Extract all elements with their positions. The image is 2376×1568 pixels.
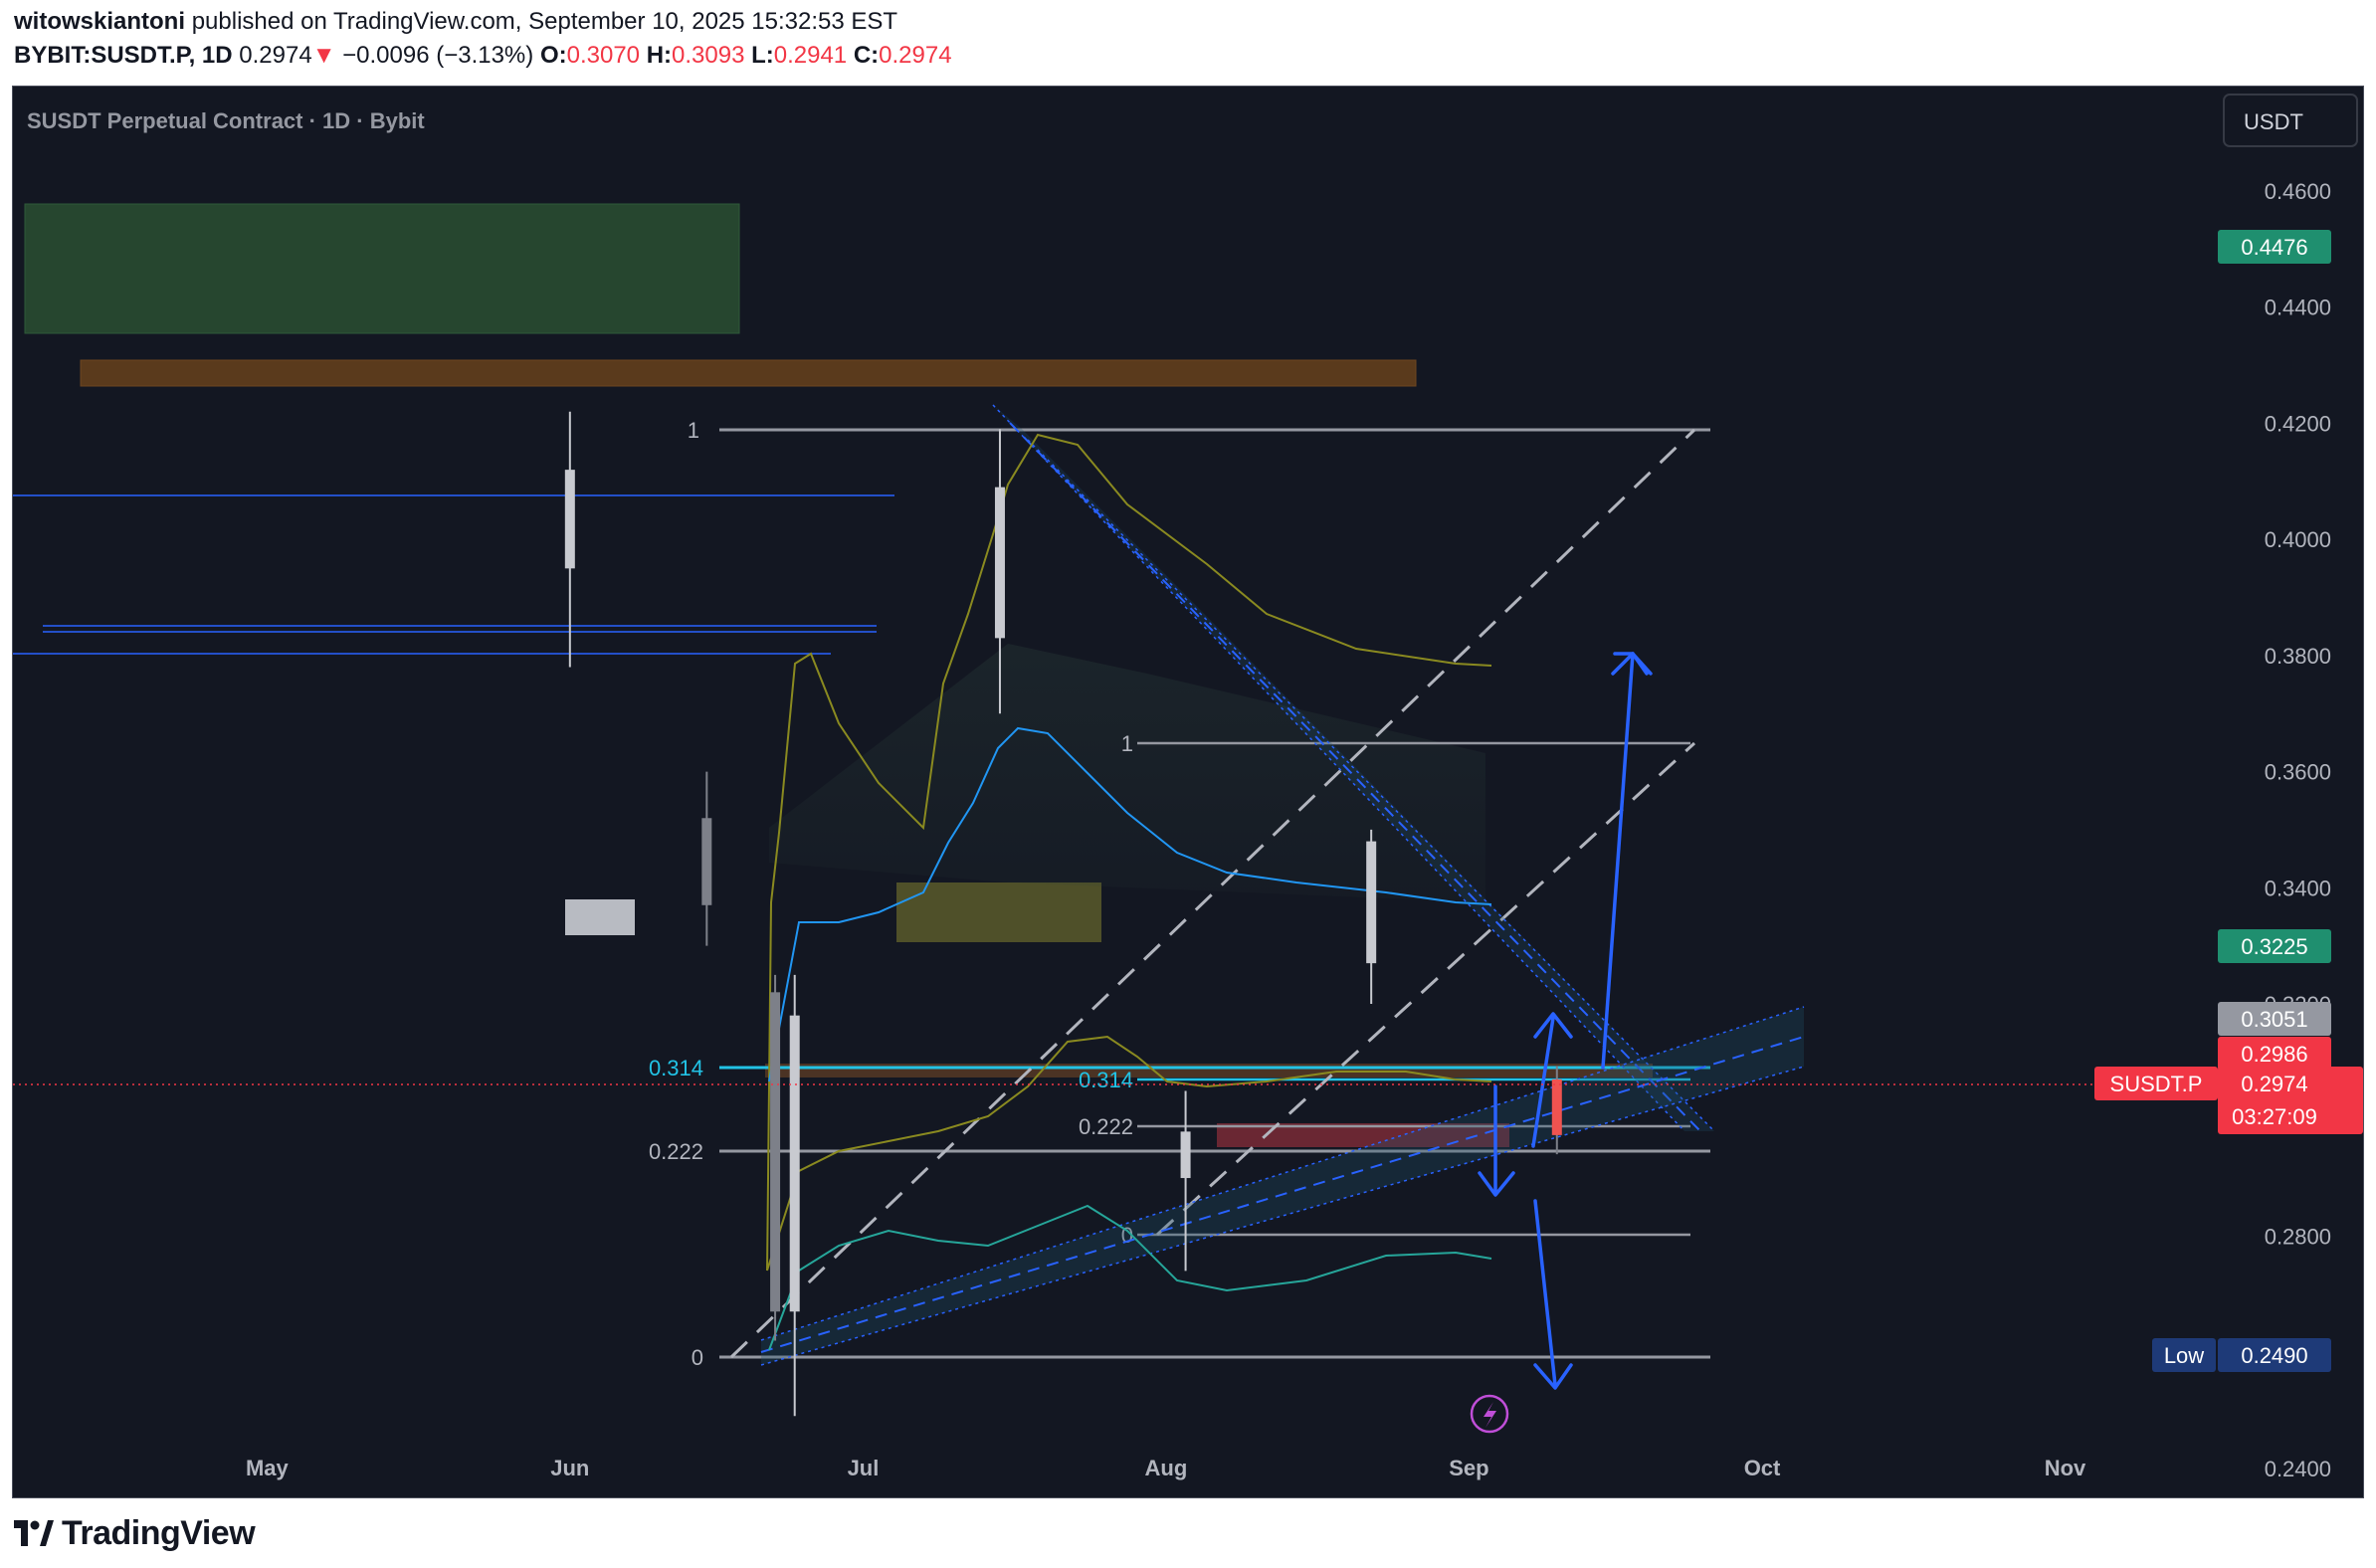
price-badge-top: 0.4476 <box>2218 230 2331 264</box>
candle-body <box>994 487 1005 639</box>
orange-band-low <box>765 1064 1653 1078</box>
y-tick-label: 0.2400 <box>2265 1457 2331 1481</box>
fib-retracement-small[interactable]: 1 0.314 0.222 0 <box>1079 731 1690 1248</box>
low-badge: Low 0.2490 <box>2152 1338 2331 1372</box>
arrow-up-long-head <box>1611 652 1653 676</box>
price-badge-red: 0.2986 <box>2218 1037 2331 1071</box>
y-tick-label: 0.3400 <box>2265 876 2331 900</box>
fib-large-1: 1 <box>688 418 699 443</box>
price-badge-mid: 0.3225 <box>2218 929 2331 963</box>
svg-text:0.3225: 0.3225 <box>2241 934 2307 959</box>
yellow-zone[interactable] <box>896 882 1101 942</box>
price-change: −0.0096 (−3.13%) <box>342 42 534 69</box>
currency-label: USDT <box>2244 109 2303 134</box>
x-tick-label: Sep <box>1449 1456 1488 1480</box>
fib-diagonal-small[interactable] <box>1155 741 1696 1237</box>
countdown-value: 03:27:09 <box>2232 1104 2317 1129</box>
fib-small-0314: 0.314 <box>1079 1068 1133 1092</box>
candle-body <box>1180 1131 1191 1179</box>
published-text: published on TradingView.com, September … <box>191 8 898 35</box>
price-axis[interactable]: 0.4600 0.4400 0.4200 0.4000 0.3800 0.3600 0.34… <box>2265 179 2331 1481</box>
fib-large-0: 0 <box>692 1345 703 1370</box>
y-tick-label: 0.4400 <box>2265 295 2331 320</box>
open-label: O: <box>539 42 567 69</box>
candle-body <box>789 1015 800 1312</box>
upper-band-curve <box>766 433 1492 1272</box>
x-tick-label: Jun <box>550 1456 589 1480</box>
current-price-value: 0.2974 <box>2241 1072 2307 1096</box>
y-tick-label: 0.3600 <box>2265 760 2331 785</box>
chart-legend-title[interactable]: SUSDT Perpetual Contract · 1D · Bybit <box>27 108 425 133</box>
ema-curve <box>768 726 1492 1082</box>
arrow-down-long <box>1533 1199 1557 1387</box>
x-tick-label: May <box>246 1456 290 1480</box>
ohlc-line: BYBIT:SUSDT.P, 1D 0.2974▼ −0.0096 (−3.13… <box>14 42 952 70</box>
y-tick-label: 0.4200 <box>2265 411 2331 436</box>
gray-box[interactable] <box>565 899 635 935</box>
fib-small-0222: 0.222 <box>1079 1114 1133 1139</box>
close-value: 0.2974 <box>879 42 952 69</box>
supply-zone-green[interactable] <box>24 203 740 334</box>
currency-button[interactable]: USDT <box>2223 94 2358 147</box>
low-label: L: <box>751 42 774 69</box>
tradingview-logo-icon <box>14 1520 54 1546</box>
tradingview-logo: TradingView <box>14 1512 256 1554</box>
fib-diagonal-large[interactable] <box>729 428 1696 1359</box>
high-label: H: <box>646 42 673 69</box>
open-value: 0.3070 <box>566 42 641 69</box>
x-tick-label: Oct <box>1744 1456 1781 1480</box>
lower-band-curve <box>766 1035 1492 1272</box>
symbol-label: BYBIT:SUSDT.P, 1D <box>14 42 233 69</box>
candle-body <box>564 470 575 569</box>
time-axis[interactable]: May Jun Jul Aug Sep Oct Nov <box>246 1456 2086 1480</box>
fib-small-1: 1 <box>1121 731 1133 756</box>
lightning-icon[interactable] <box>1470 1394 1509 1434</box>
chart-canvas[interactable]: 1 0.314 0.222 0 1 0.314 0.222 0 <box>13 87 2363 1497</box>
arrow-up-long <box>1601 652 1635 1070</box>
projection-arrows[interactable] <box>1478 652 1653 1390</box>
y-tick-label: 0.4000 <box>2265 527 2331 552</box>
down-arrow-icon: ▼ <box>311 42 336 69</box>
x-tick-label: Jul <box>848 1456 880 1480</box>
svg-text:0.4476: 0.4476 <box>2241 235 2307 260</box>
high-value: 0.3093 <box>672 42 745 69</box>
y-tick-label: 0.4600 <box>2265 179 2331 204</box>
price-badge-gray: 0.3051 <box>2218 1002 2331 1036</box>
candle-body <box>701 818 712 905</box>
svg-text:0.2986: 0.2986 <box>2241 1042 2307 1067</box>
descending-channel[interactable] <box>992 404 1715 1132</box>
lower-ema-curve <box>768 1204 1492 1351</box>
chart-panel[interactable]: 1 0.314 0.222 0 1 0.314 0.222 0 <box>12 86 2364 1498</box>
arrow-up-short <box>1531 1016 1555 1148</box>
y-tick-label: 0.2800 <box>2265 1224 2331 1249</box>
svg-text:0.3051: 0.3051 <box>2241 1007 2307 1032</box>
low-value: 0.2941 <box>773 42 848 69</box>
y-tick-label: 0.3800 <box>2265 644 2331 669</box>
candle-body <box>1366 841 1377 964</box>
indicator-cloud <box>769 644 1485 902</box>
symbol-badge-label: SUSDT.P <box>2110 1072 2203 1096</box>
ascending-channel[interactable] <box>760 1006 1805 1366</box>
fib-large-0222: 0.222 <box>649 1139 703 1164</box>
svg-text:0.2490: 0.2490 <box>2241 1343 2307 1368</box>
candles-layer[interactable] <box>564 411 1562 1417</box>
candle-body <box>770 992 781 1312</box>
svg-text:Low: Low <box>2164 1343 2204 1368</box>
fib-large-0314: 0.314 <box>649 1056 703 1080</box>
current-price-badge[interactable]: SUSDT.P 0.2974 03:27:09 <box>2094 1067 2363 1134</box>
close-label: C: <box>853 42 880 69</box>
candle-body <box>1551 1078 1562 1135</box>
x-tick-label: Aug <box>1145 1456 1188 1480</box>
last-price: 0.2974 <box>239 42 312 69</box>
orange-zone[interactable] <box>80 359 1417 387</box>
x-tick-label: Nov <box>2045 1456 2086 1480</box>
author-name[interactable]: witowskiantoni <box>14 8 186 35</box>
publish-line: witowskiantoni published on TradingView.… <box>14 8 897 36</box>
